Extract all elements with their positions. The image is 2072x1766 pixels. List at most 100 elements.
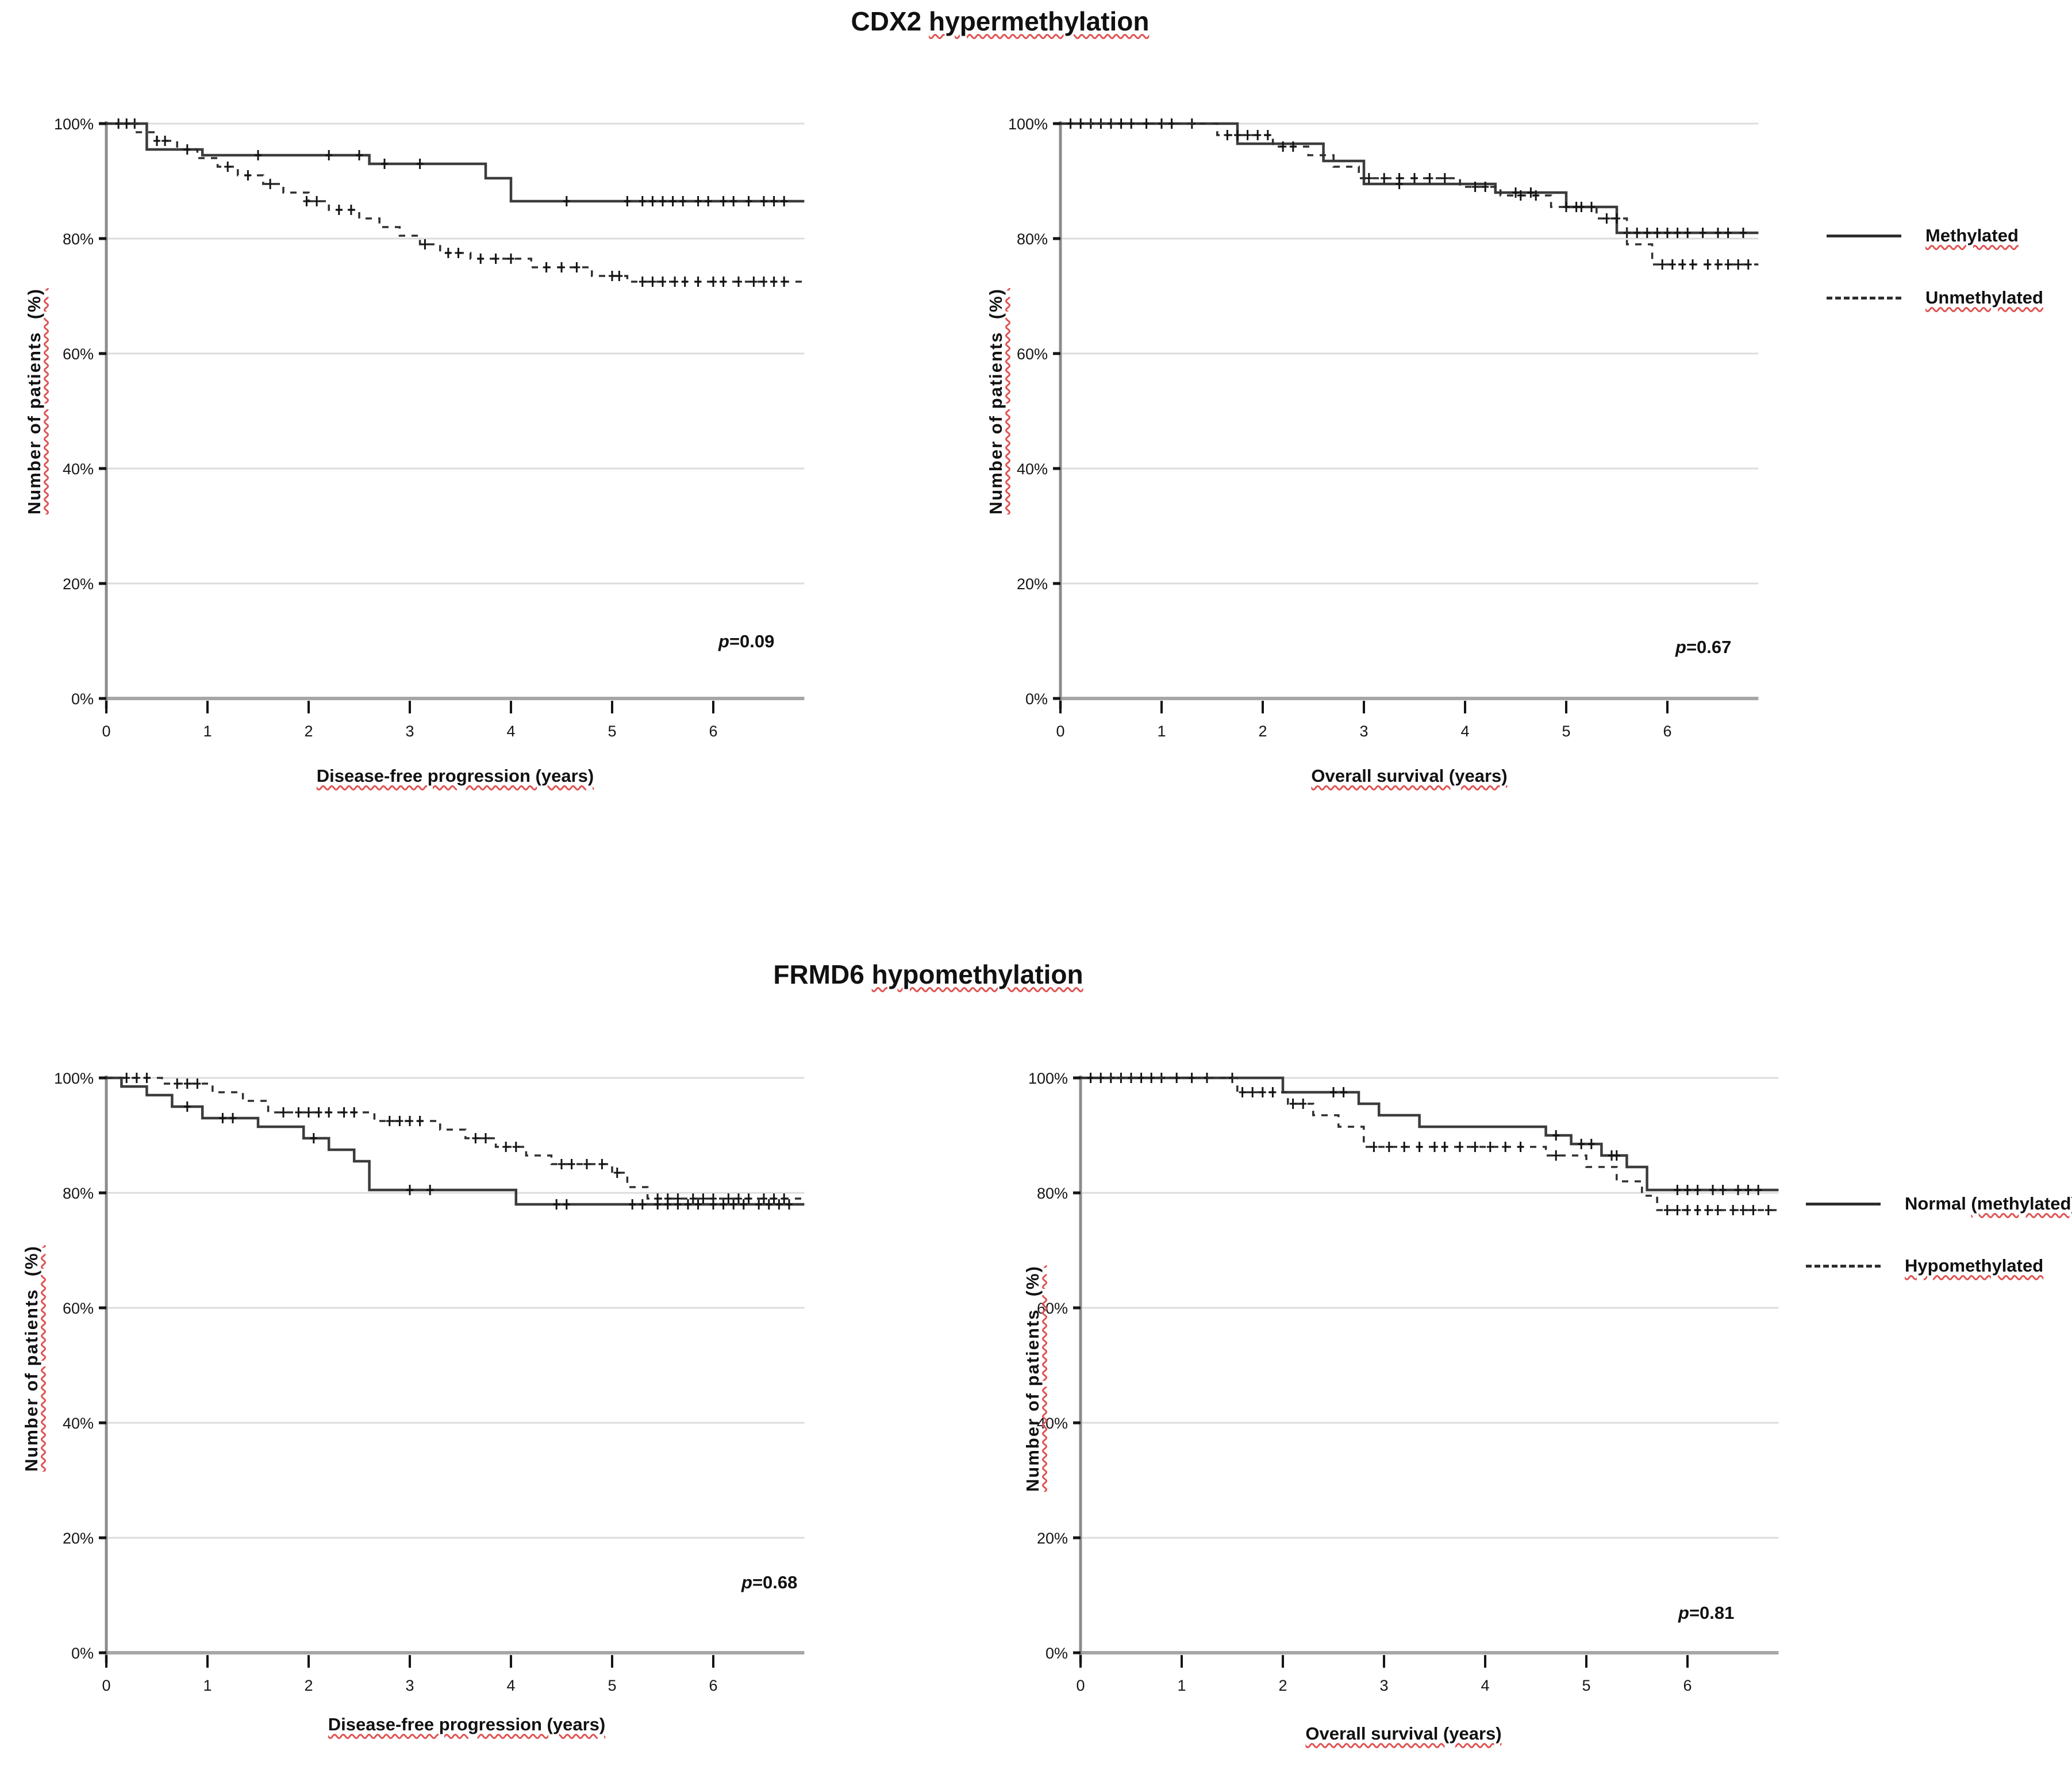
y-tick-label: 100%	[1029, 1070, 1068, 1087]
legend-label-wavy: Methylated	[1925, 225, 2019, 245]
y-tick-label: 100%	[55, 1070, 94, 1087]
p-symbol: p	[1678, 1603, 1689, 1623]
km-plot-frmd6-os: 0% 20% 40% 60% 80% 100% 0 1 2 3 4 5 6	[1029, 1070, 1779, 1694]
km-curve-solid	[1060, 122, 1759, 235]
km-plot-cdx2-os: 0% 20% 40% 60% 80% 100% 0 1 2 3 4 5 6	[1009, 116, 1759, 740]
x-tick-label: 1	[203, 1677, 212, 1694]
km-curve-solid	[106, 122, 805, 203]
x-axis-label-frmd6-dfs: Disease-free progression (years)	[231, 1714, 702, 1735]
x-tick-label: 5	[608, 723, 616, 740]
legend-label-wavy: (methylated)	[1971, 1193, 2072, 1214]
y-tick-label: 80%	[1017, 231, 1048, 248]
x-tick-label: 3	[1379, 1677, 1388, 1694]
x-axis-label-cdx2-os: Overall survival (years)	[1174, 766, 1645, 786]
x-tick-label: 5	[1582, 1677, 1590, 1694]
y-tick-label: 80%	[63, 231, 94, 248]
x-tick-label: 1	[1177, 1677, 1186, 1694]
p-value-frmd6-dfs: p=0.68	[741, 1572, 797, 1593]
x-tick-label: 5	[1562, 723, 1570, 740]
y-tick-label: 0%	[1025, 690, 1048, 708]
figure2-title-plain: FRMD6	[773, 959, 872, 989]
legend-label-wavy: Hypomethylated	[1905, 1256, 2044, 1276]
dashed-line-icon	[1827, 296, 1901, 300]
y-axis-label-text: Number of patients (%)	[986, 288, 1006, 515]
x-tick-label: 4	[1481, 1677, 1489, 1694]
p-symbol: p	[718, 631, 729, 651]
legend-label: Unmethylated	[1925, 287, 2043, 308]
x-tick-label: 6	[709, 723, 717, 740]
p-symbol: p	[741, 1572, 752, 1592]
legend-label-wavy: Unmethylated	[1925, 287, 2043, 308]
x-axis-label-text: Disease-free progression (years)	[316, 766, 594, 786]
y-axis-label-cdx2-os: Number of patients (%)	[986, 223, 1012, 579]
x-axis-label-text: Overall survival (years)	[1311, 766, 1508, 786]
p-number: =0.09	[729, 631, 775, 651]
y-tick-label: 20%	[63, 1530, 94, 1547]
y-axis-label-cdx2-dfs: Number of patients (%)	[24, 223, 51, 579]
legend-item-hypomethylated: Hypomethylated	[1806, 1247, 2072, 1284]
y-tick-label: 20%	[1017, 575, 1048, 593]
x-tick-label: 0	[102, 723, 110, 740]
x-tick-label: 4	[1460, 723, 1469, 740]
solid-line-icon	[1806, 1202, 1881, 1206]
y-axis-label-frmd6-dfs: Number of patients (%)	[21, 1180, 48, 1537]
figure2-title-wavy: hypomethylation	[871, 959, 1083, 989]
x-tick-label: 4	[506, 1677, 515, 1694]
x-tick-label: 3	[405, 723, 414, 740]
x-tick-label: 1	[203, 723, 212, 740]
p-number: =0.67	[1686, 637, 1732, 657]
x-tick-label: 6	[709, 1677, 717, 1694]
x-axis-label-cdx2-dfs: Disease-free progression (years)	[220, 766, 691, 786]
y-tick-label: 80%	[63, 1185, 94, 1202]
km-plot-frmd6-dfs: 0% 20% 40% 60% 80% 100% 0 1 2 3 4 5 6	[55, 1070, 805, 1694]
y-tick-label: 80%	[1037, 1185, 1068, 1202]
y-axis-label-text: Number of patients (%)	[21, 1245, 41, 1472]
figure1-title-plain: CDX2	[851, 6, 929, 36]
y-tick-label: 60%	[63, 1300, 94, 1317]
legend-item-unmethylated: Unmethylated	[1827, 279, 2043, 316]
y-axis-label-text: Number of patients (%)	[1022, 1265, 1043, 1492]
y-tick-label: 40%	[1037, 1415, 1068, 1432]
km-curve-dashed	[1060, 122, 1759, 266]
p-value-cdx2-dfs: p=0.09	[718, 631, 774, 652]
y-tick-label: 0%	[1045, 1645, 1068, 1662]
legend-cdx2: Methylated Unmethylated	[1827, 217, 2043, 341]
y-tick-label: 100%	[1009, 116, 1048, 133]
legend-frmd6: Normal (methylated) Hypomethylated	[1806, 1185, 2072, 1310]
solid-line-icon	[1827, 234, 1901, 237]
y-tick-label: 0%	[71, 1645, 94, 1662]
km-plot-cdx2-dfs: 0% 20% 40% 60% 80% 100% 0 1 2 3 4 5 6	[55, 116, 805, 740]
y-tick-label: 60%	[1017, 345, 1048, 363]
km-curve-dashed	[106, 122, 805, 283]
legend-label-plain: Normal	[1905, 1193, 1971, 1214]
y-tick-label: 40%	[1017, 460, 1048, 478]
legend-label: Hypomethylated	[1905, 1256, 2043, 1276]
x-tick-label: 4	[506, 723, 515, 740]
x-tick-label: 2	[1278, 1677, 1287, 1694]
y-axis-label-frmd6-os: Number of patients (%)	[1022, 1200, 1049, 1557]
y-tick-label: 20%	[63, 575, 94, 593]
x-tick-label: 0	[1076, 1677, 1085, 1694]
x-tick-label: 2	[1258, 723, 1267, 740]
p-number: =0.68	[752, 1572, 798, 1592]
x-tick-label: 5	[608, 1677, 616, 1694]
legend-item-methylated: Methylated	[1827, 217, 2043, 254]
x-axis-label-text: Overall survival (years)	[1305, 1723, 1502, 1744]
figure1-title-wavy: hypermethylation	[929, 6, 1150, 36]
x-tick-label: 3	[1359, 723, 1368, 740]
y-tick-label: 40%	[63, 1415, 94, 1432]
x-tick-label: 2	[304, 1677, 313, 1694]
y-tick-label: 60%	[63, 345, 94, 363]
x-tick-label: 0	[102, 1677, 110, 1694]
y-tick-label: 20%	[1037, 1530, 1068, 1547]
figure2-title: FRMD6 hypomethylation	[0, 959, 1856, 990]
p-value-cdx2-os: p=0.67	[1675, 637, 1731, 658]
km-curve-dashed	[1081, 1077, 1779, 1211]
km-curve-solid	[106, 1076, 805, 1206]
y-axis-label-text: Number of patients (%)	[24, 288, 44, 515]
x-tick-label: 0	[1056, 723, 1064, 740]
x-tick-label: 2	[304, 723, 313, 740]
km-curve-dashed	[106, 1077, 805, 1200]
x-tick-label: 6	[1683, 1677, 1692, 1694]
